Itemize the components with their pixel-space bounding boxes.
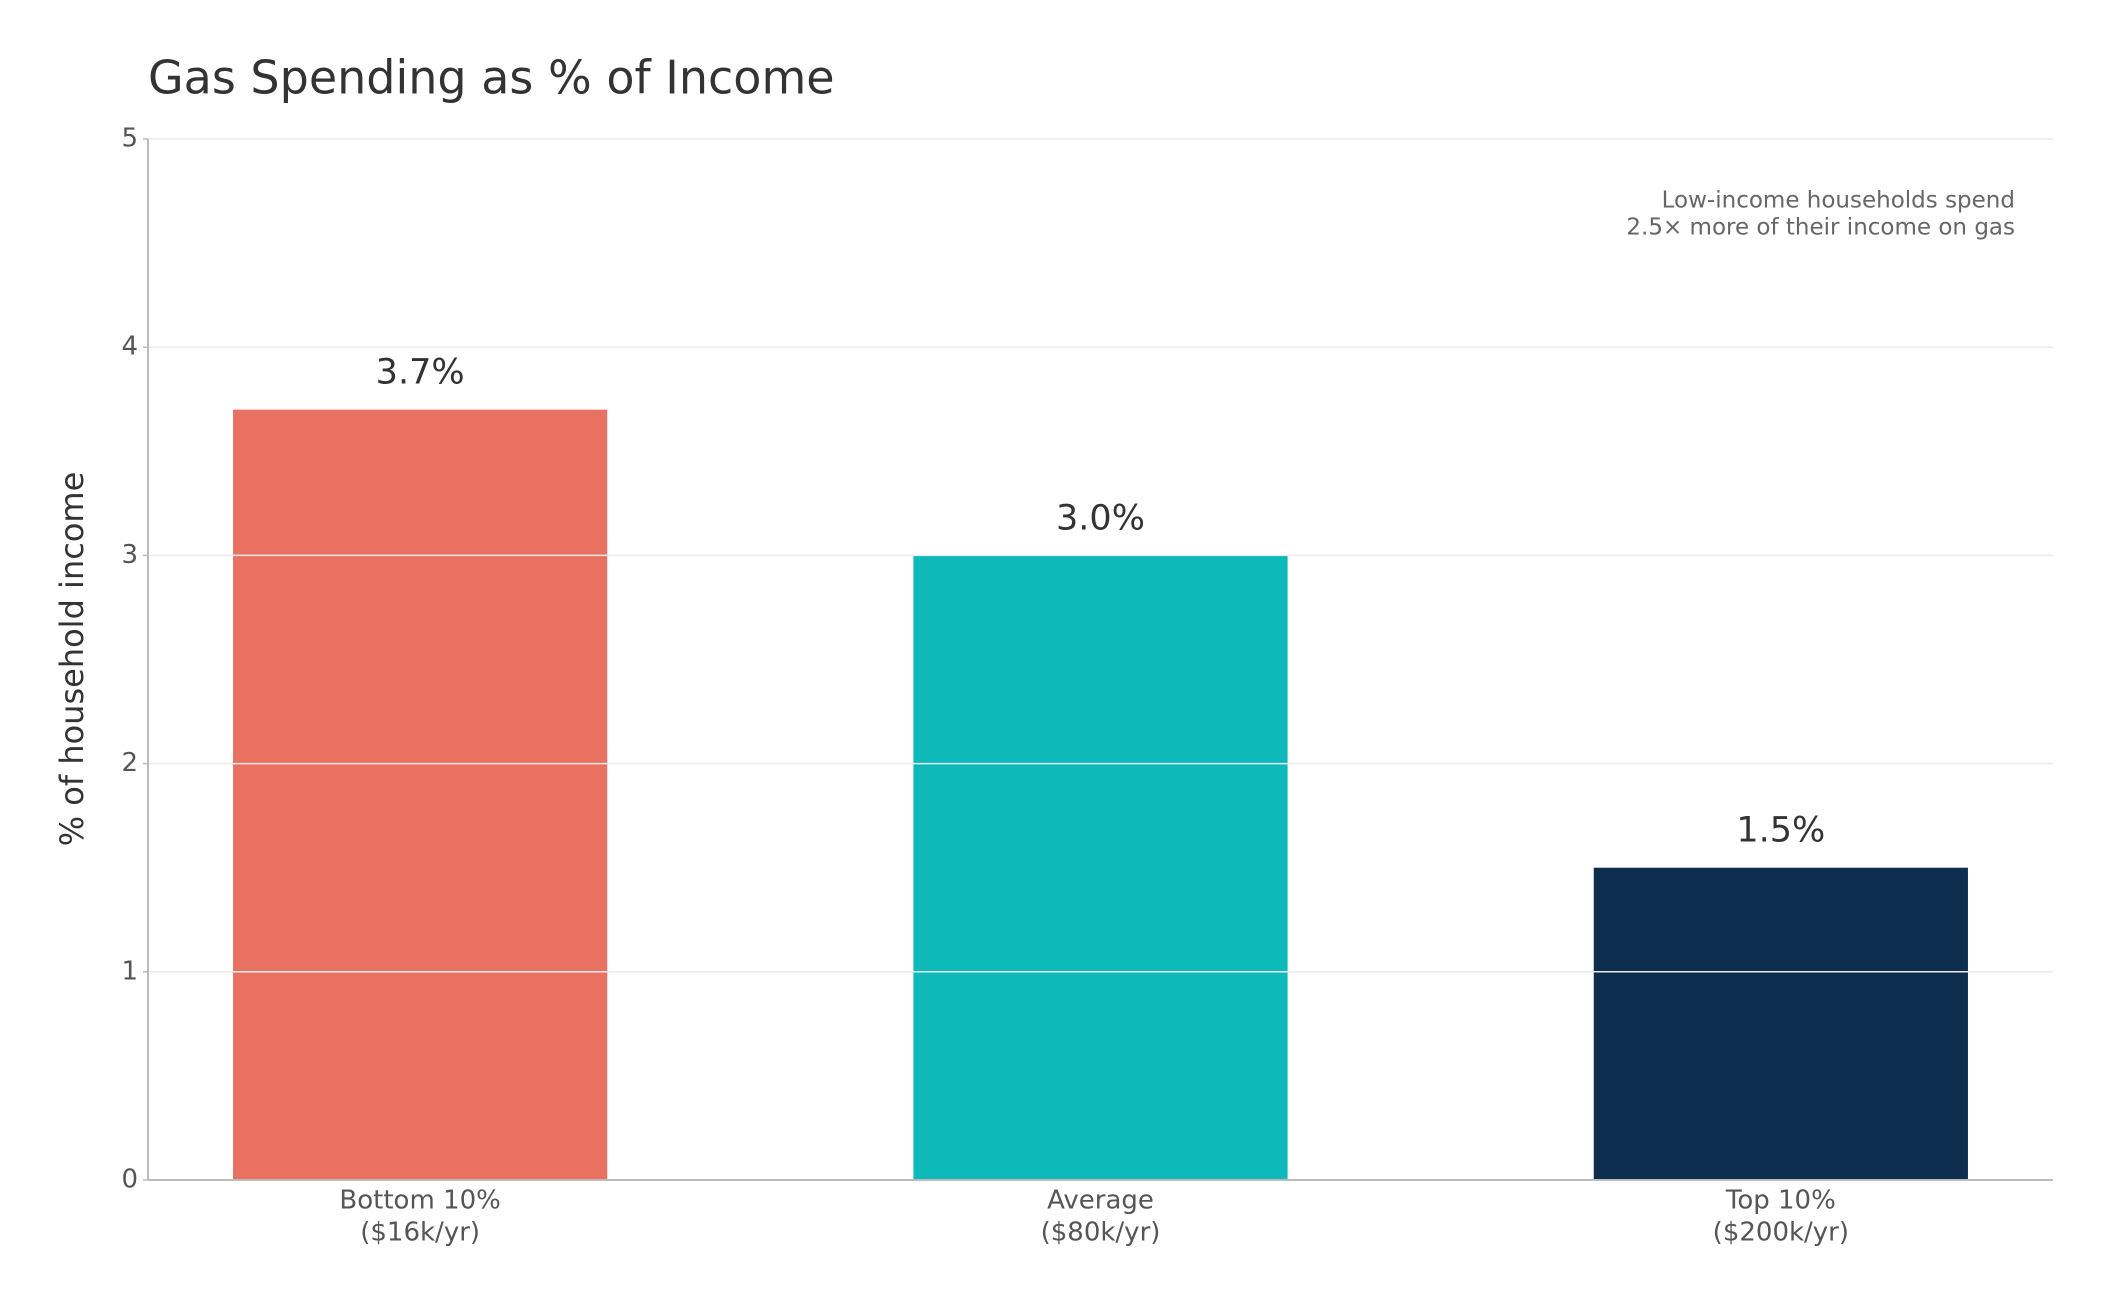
y-tick-label: 0	[121, 1165, 138, 1195]
y-axis-label: % of household income	[53, 472, 91, 847]
bar	[913, 555, 1288, 1180]
x-tick-label: Average	[1047, 1186, 1154, 1216]
annotation: Low-income households spend	[1662, 188, 2015, 214]
y-tick-label: 3	[121, 540, 138, 570]
x-tick-sublabel: ($80k/yr)	[1041, 1218, 1161, 1248]
value-label: 1.5%	[1736, 811, 1825, 851]
x-tick-sublabel: ($200k/yr)	[1713, 1218, 1849, 1248]
value-label: 3.0%	[1056, 498, 1145, 538]
annotation: 2.5× more of their income on gas	[1626, 215, 2015, 241]
chart-title: Gas Spending as % of Income	[148, 51, 835, 105]
bar	[233, 409, 608, 1180]
x-tick-label: Bottom 10%	[339, 1186, 500, 1216]
y-tick-label: 5	[121, 124, 138, 154]
bar	[1593, 867, 1968, 1180]
x-tick-sublabel: ($16k/yr)	[360, 1218, 480, 1248]
y-tick-label: 4	[121, 332, 138, 362]
y-tick-label: 1	[121, 956, 138, 986]
y-tick-label: 2	[121, 748, 138, 778]
value-label: 3.7%	[376, 353, 465, 393]
x-tick-label: Top 10%	[1725, 1186, 1836, 1216]
